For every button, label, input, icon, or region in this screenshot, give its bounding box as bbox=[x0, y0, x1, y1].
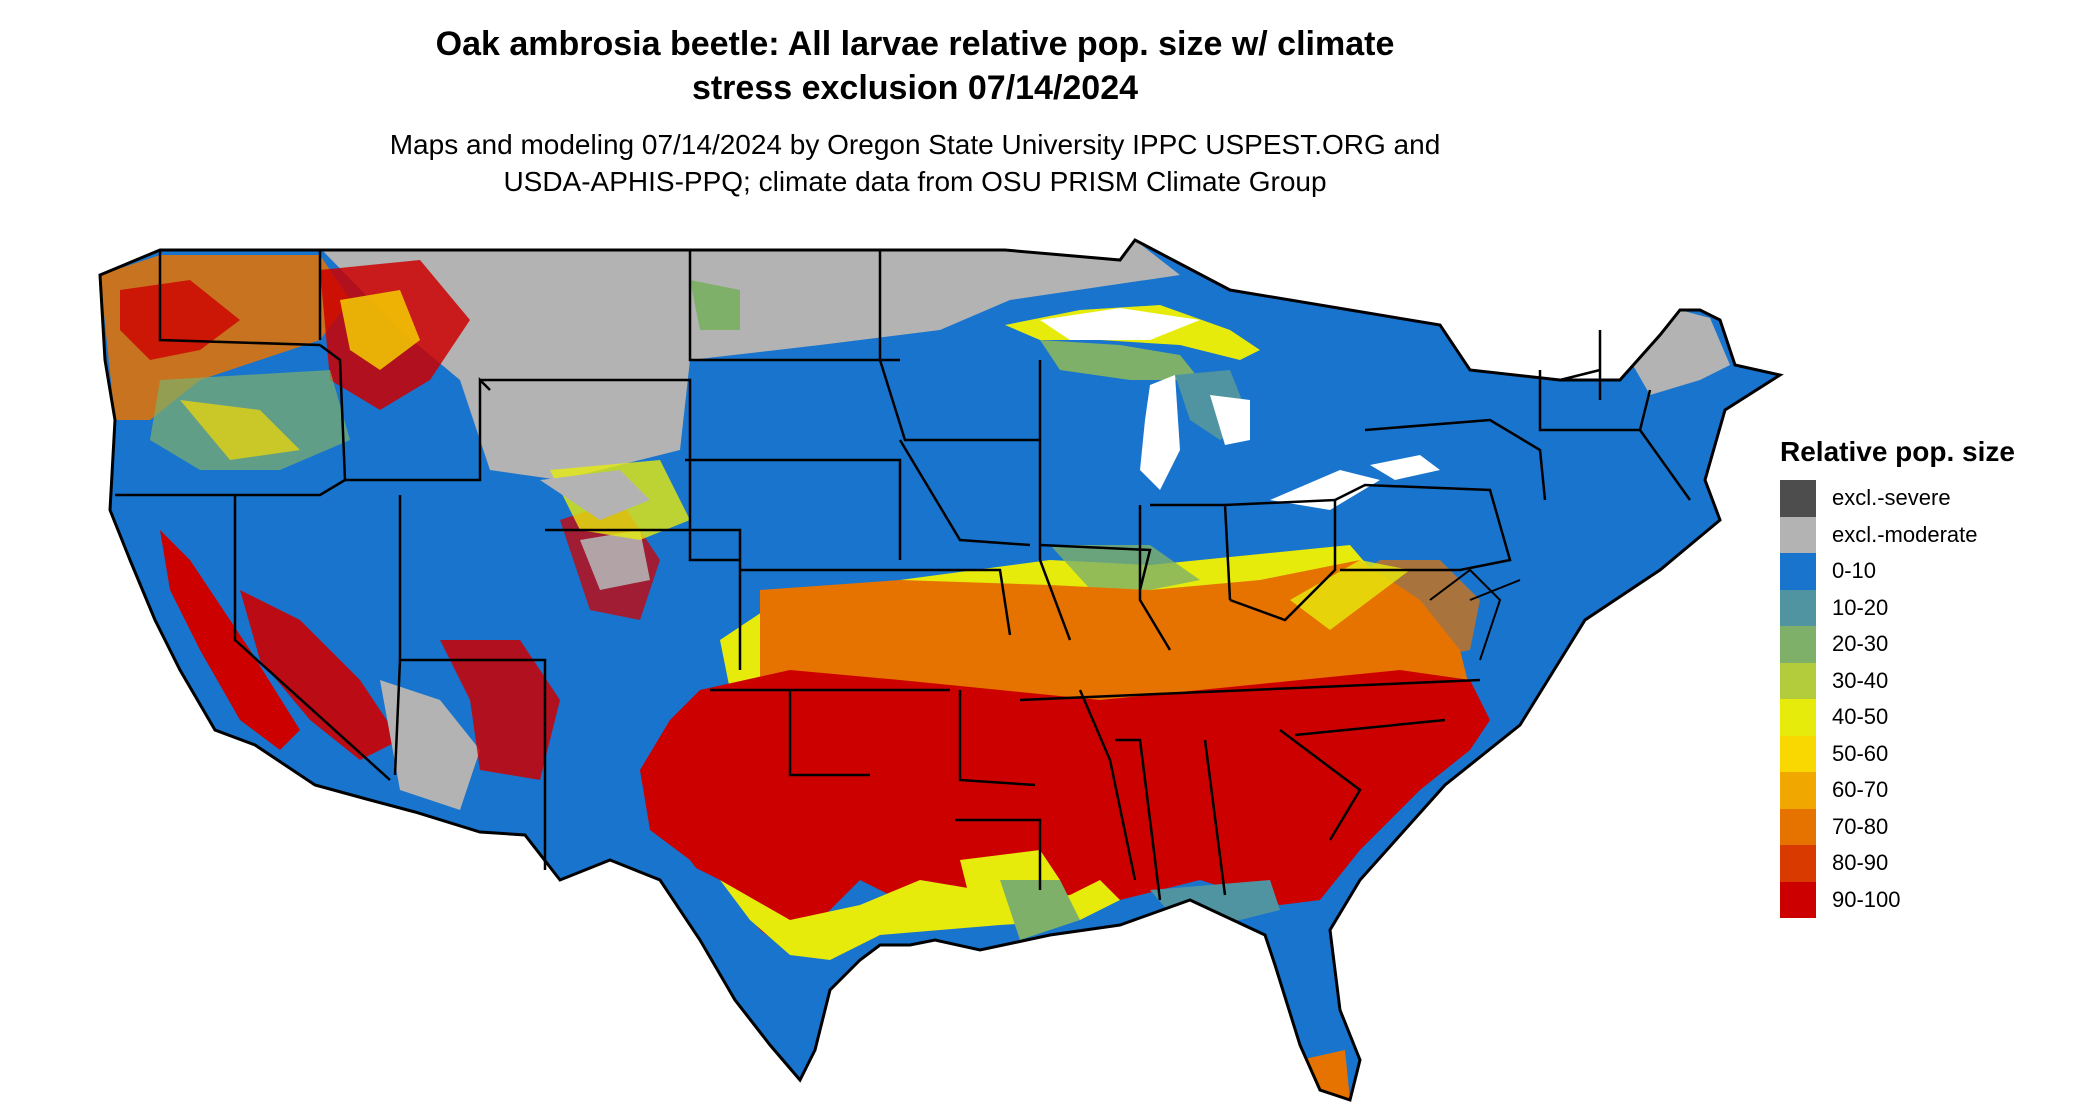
map-title-line1: Oak ambrosia beetle: All larvae relative… bbox=[435, 25, 1395, 63]
legend-label: 10-20 bbox=[1832, 594, 1889, 620]
legend-item: 60-70 bbox=[1780, 772, 2015, 809]
map-title: Oak ambrosia beetle: All larvae relative… bbox=[0, 22, 1830, 110]
legend-item: 0-10 bbox=[1780, 553, 2015, 590]
legend-label: 70-80 bbox=[1832, 813, 1889, 839]
legend: Relative pop. size excl.-severe excl.-mod… bbox=[1780, 434, 2015, 918]
legend-label: excl.-severe bbox=[1832, 485, 1951, 511]
map-title-line2: stress exclusion 07/14/2024 bbox=[691, 69, 1139, 107]
legend-item: 90-100 bbox=[1780, 881, 2015, 918]
legend-label: 30-40 bbox=[1832, 667, 1889, 693]
legend-item: excl.-moderate bbox=[1780, 516, 2015, 553]
legend-item: 10-20 bbox=[1780, 589, 2015, 626]
legend-swatch bbox=[1780, 735, 1816, 772]
legend-swatch bbox=[1780, 699, 1816, 736]
map-subtitle: Maps and modeling 07/14/2024 by Oregon S… bbox=[0, 126, 1830, 200]
legend-swatch bbox=[1780, 662, 1816, 699]
legend-label: excl.-moderate bbox=[1832, 521, 1978, 547]
legend-item: excl.-severe bbox=[1780, 480, 2015, 517]
legend-item: 40-50 bbox=[1780, 699, 2015, 736]
legend-label: 90-100 bbox=[1832, 886, 1901, 912]
legend-item: 30-40 bbox=[1780, 662, 2015, 699]
legend-label: 20-30 bbox=[1832, 631, 1889, 657]
legend-swatch bbox=[1780, 808, 1816, 845]
legend-swatch bbox=[1780, 589, 1816, 626]
legend-swatch bbox=[1780, 626, 1816, 663]
legend-swatch bbox=[1780, 772, 1816, 809]
legend-item: 20-30 bbox=[1780, 626, 2015, 663]
map-subtitle-line2: USDA-APHIS-PPQ; climate data from OSU PR… bbox=[503, 166, 1327, 197]
legend-label: 80-90 bbox=[1832, 850, 1889, 876]
legend-label: 60-70 bbox=[1832, 777, 1889, 803]
map-subtitle-line1: Maps and modeling 07/14/2024 by Oregon S… bbox=[389, 129, 1441, 160]
legend-label: 40-50 bbox=[1832, 704, 1889, 730]
legend-swatch bbox=[1780, 516, 1816, 553]
legend-label: 50-60 bbox=[1832, 740, 1889, 766]
legend-item: 70-80 bbox=[1780, 808, 2015, 845]
legend-swatch bbox=[1780, 881, 1816, 918]
legend-swatch bbox=[1780, 845, 1816, 882]
legend-swatch bbox=[1780, 480, 1816, 517]
legend-label: 0-10 bbox=[1832, 558, 1877, 584]
legend-item: 80-90 bbox=[1780, 845, 2015, 882]
legend-swatch bbox=[1780, 553, 1816, 590]
legend-title: Relative pop. size bbox=[1780, 436, 2015, 467]
legend-item: 50-60 bbox=[1780, 735, 2015, 772]
legend-items: excl.-severe excl.-moderate 0-10 10-20 20-30… bbox=[1780, 480, 2015, 918]
